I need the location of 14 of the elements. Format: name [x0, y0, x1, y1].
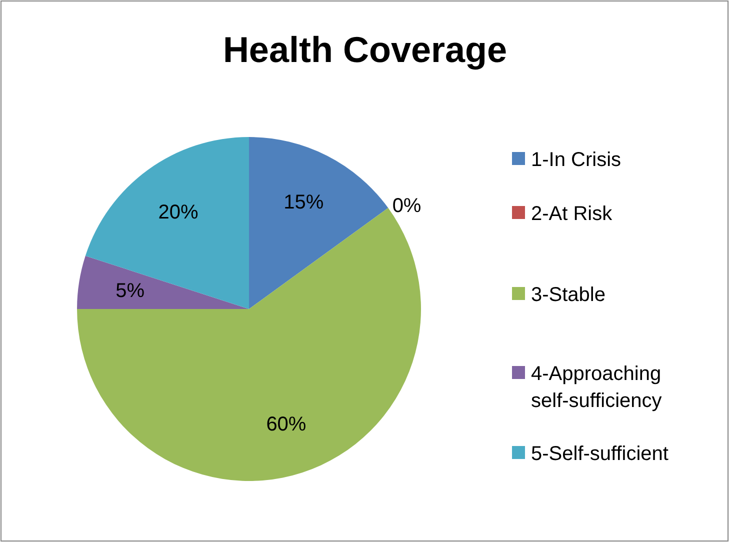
- data-label: 60%: [266, 414, 306, 436]
- legend-label: 4-Approaching self-sufficiency: [531, 363, 662, 412]
- data-label: 20%: [158, 202, 198, 224]
- text: 0%: [392, 194, 422, 217]
- data-label: 15%: [284, 192, 324, 214]
- pie-slice: [77, 256, 249, 309]
- legend-label: 3-Stable: [531, 284, 606, 306]
- legend-label: 2-At Risk: [531, 203, 614, 225]
- pie-slice: [85, 137, 249, 309]
- pie-slice: [249, 137, 388, 309]
- chart-title: Health Coverage: [222, 29, 508, 70]
- legend-label: 5-Self-sufficient: [531, 443, 669, 465]
- legend-label: 1-In Crisis: [531, 149, 622, 171]
- data-label: 5%: [116, 280, 145, 302]
